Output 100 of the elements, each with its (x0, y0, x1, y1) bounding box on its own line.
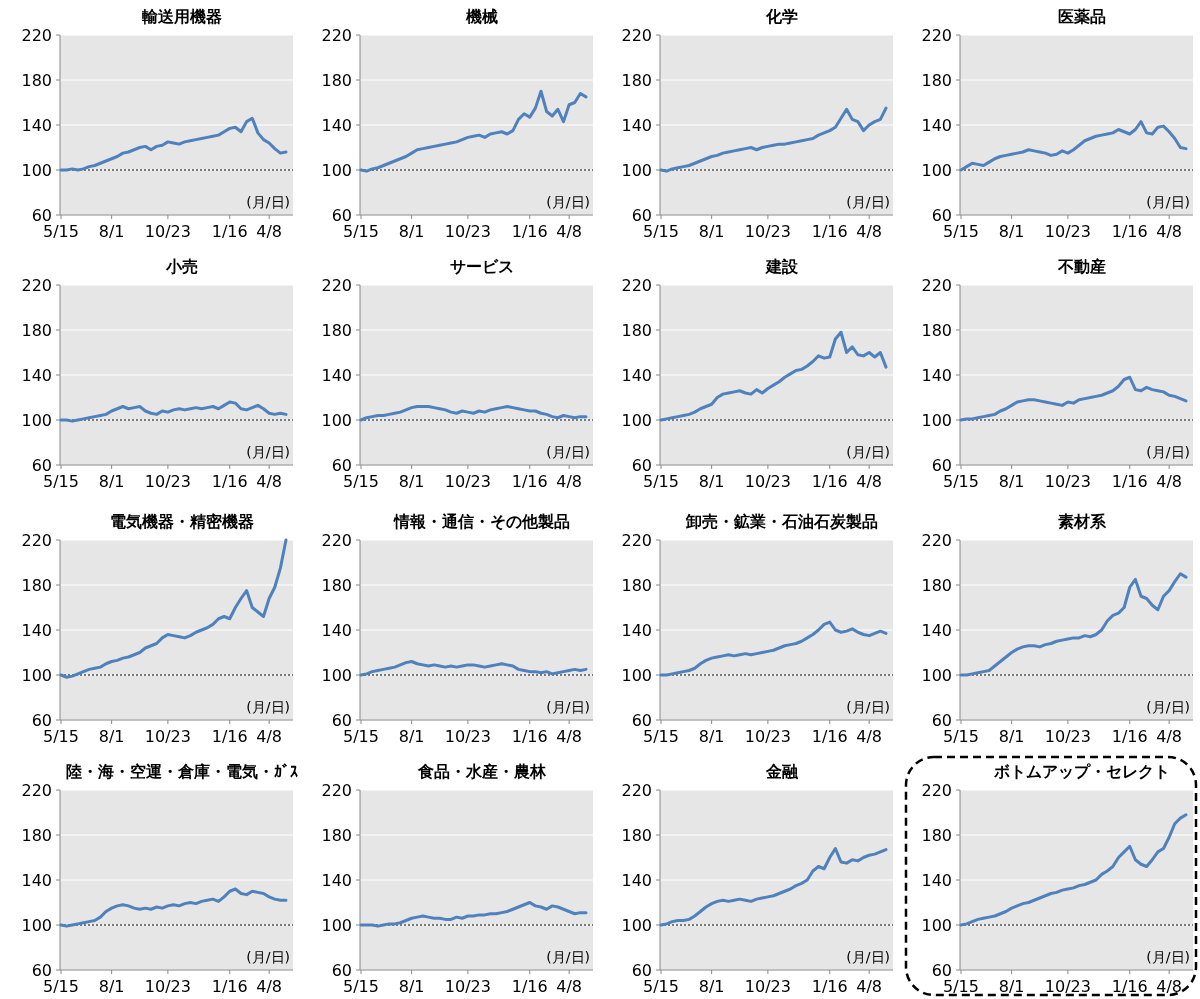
x-tick-label: 5/15 (943, 472, 979, 491)
x-tick-label: 1/16 (211, 222, 248, 241)
x-tick-label: 5/15 (343, 727, 379, 746)
y-tick-label: 220 (621, 26, 652, 45)
y-tick-label: 100 (321, 916, 352, 935)
x-tick-label: 4/8 (256, 977, 282, 996)
x-tick-label: 5/15 (643, 977, 679, 996)
annotation: (月/日) (246, 949, 290, 965)
y-tick-label: 100 (321, 411, 352, 430)
x-tick-label: 10/23 (1044, 727, 1091, 746)
x-tick-label: 1/16 (811, 727, 848, 746)
y-tick-label: 180 (21, 826, 52, 845)
x-tick-label: 10/23 (144, 222, 191, 241)
chart-title: 機械 (465, 7, 498, 26)
y-tick-label: 100 (621, 916, 652, 935)
x-tick-label: 8/1 (98, 727, 125, 746)
x-tick-label: 10/23 (744, 727, 791, 746)
x-tick-label: 8/1 (998, 472, 1025, 491)
annotation: (月/日) (846, 444, 890, 460)
x-tick-label: 4/8 (1156, 977, 1182, 996)
y-tick-label: 100 (321, 161, 352, 180)
x-tick-label: 8/1 (698, 977, 725, 996)
y-tick-label: 100 (321, 666, 352, 685)
y-tick-label: 60 (631, 711, 652, 730)
y-tick-label: 220 (621, 781, 652, 800)
y-tick-label: 60 (331, 206, 352, 225)
x-tick-label: 8/1 (398, 472, 425, 491)
x-tick-label: 10/23 (1044, 472, 1091, 491)
x-tick-label: 10/23 (144, 977, 191, 996)
x-tick-label: 1/16 (511, 727, 548, 746)
x-tick-label: 8/1 (98, 472, 125, 491)
y-tick-label: 60 (31, 961, 52, 980)
y-tick-label: 60 (931, 711, 952, 730)
y-tick-label: 180 (21, 576, 52, 595)
x-tick-label: 1/16 (211, 977, 248, 996)
x-tick-label: 1/16 (511, 977, 548, 996)
y-tick-label: 60 (331, 456, 352, 475)
y-tick-label: 140 (321, 116, 352, 135)
x-tick-label: 4/8 (856, 472, 882, 491)
y-tick-label: 220 (621, 531, 652, 550)
x-tick-label: 10/23 (144, 472, 191, 491)
x-tick-label: 4/8 (256, 472, 282, 491)
x-tick-label: 5/15 (43, 472, 79, 491)
chart-title: 素材系 (1058, 512, 1107, 531)
x-tick-label: 10/23 (744, 977, 791, 996)
y-tick-label: 180 (621, 576, 652, 595)
annotation: (月/日) (1146, 194, 1190, 210)
annotation: (月/日) (246, 444, 290, 460)
y-tick-label: 140 (21, 366, 52, 385)
x-tick-label: 4/8 (556, 222, 582, 241)
y-tick-label: 220 (921, 276, 952, 295)
x-tick-label: 4/8 (256, 222, 282, 241)
y-tick-label: 220 (321, 26, 352, 45)
x-tick-label: 8/1 (698, 222, 725, 241)
chart-title: ボトムアップ・セレクト (993, 762, 1170, 781)
y-tick-label: 60 (331, 961, 352, 980)
y-tick-label: 60 (931, 206, 952, 225)
y-tick-label: 100 (21, 411, 52, 430)
x-tick-label: 4/8 (856, 727, 882, 746)
chart-title: 食品・水産・農林 (417, 762, 547, 781)
y-tick-label: 220 (621, 276, 652, 295)
y-tick-label: 220 (921, 531, 952, 550)
chart-title: サービス (450, 257, 514, 276)
x-tick-label: 4/8 (556, 977, 582, 996)
x-tick-label: 8/1 (698, 472, 725, 491)
y-tick-label: 140 (921, 621, 952, 640)
x-tick-label: 1/16 (811, 472, 848, 491)
x-tick-label: 5/15 (643, 472, 679, 491)
x-tick-label: 5/15 (343, 472, 379, 491)
y-tick-label: 100 (21, 916, 52, 935)
annotation: (月/日) (546, 949, 590, 965)
chart-title: 化学 (765, 7, 798, 26)
x-tick-label: 10/23 (444, 727, 491, 746)
y-tick-label: 180 (321, 321, 352, 340)
x-tick-label: 1/16 (1111, 727, 1148, 746)
x-tick-label: 10/23 (1044, 977, 1091, 996)
y-tick-label: 220 (321, 276, 352, 295)
y-tick-label: 180 (921, 321, 952, 340)
x-tick-label: 5/15 (43, 222, 79, 241)
chart-title: 不動産 (1057, 257, 1106, 276)
x-tick-label: 4/8 (1156, 727, 1182, 746)
y-tick-label: 180 (921, 826, 952, 845)
y-tick-label: 100 (921, 161, 952, 180)
x-tick-label: 4/8 (256, 727, 282, 746)
x-tick-label: 5/15 (943, 977, 979, 996)
chart-title: 電気機器・精密機器 (110, 512, 254, 531)
x-tick-label: 5/15 (343, 977, 379, 996)
y-tick-label: 60 (631, 961, 652, 980)
x-tick-label: 4/8 (1156, 222, 1182, 241)
y-tick-label: 100 (921, 411, 952, 430)
annotation: (月/日) (846, 194, 890, 210)
y-tick-label: 140 (621, 621, 652, 640)
annotation: (月/日) (846, 949, 890, 965)
x-tick-label: 8/1 (998, 727, 1025, 746)
x-tick-label: 10/23 (144, 727, 191, 746)
y-tick-label: 100 (621, 161, 652, 180)
y-tick-label: 180 (21, 71, 52, 90)
y-tick-label: 60 (31, 456, 52, 475)
x-tick-label: 5/15 (943, 222, 979, 241)
x-tick-label: 8/1 (398, 222, 425, 241)
